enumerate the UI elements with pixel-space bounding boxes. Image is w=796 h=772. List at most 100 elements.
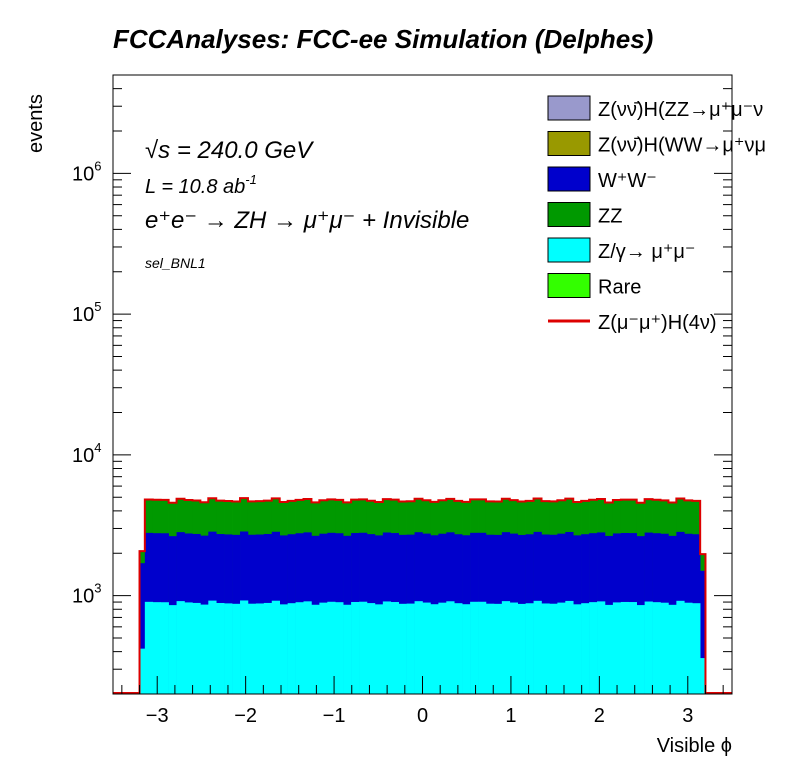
histogram-bin [168,605,177,694]
histogram-bin [597,601,606,694]
histogram-bin [422,602,431,694]
series-z- [139,600,706,694]
legend-swatch [547,237,591,263]
histogram-bin [652,602,661,694]
histogram-bin [359,601,368,694]
y-tick-label: 105 [72,299,101,326]
histogram-bin [335,602,344,694]
legend-swatch [547,95,591,121]
x-axis-label: Visible ϕ [657,735,732,757]
histogram-bin [200,604,209,694]
lumi-exponent: -1 [245,172,257,187]
histogram-bin [438,602,447,694]
legend-swatch [547,131,591,156]
histogram-bin [311,604,320,694]
legend-label: W⁺W⁻ [598,170,657,192]
x-tick-label: 0 [417,705,428,727]
legend-entry: Z(νν̄)H(WW→μ⁺νμ [547,131,766,157]
sqrt-s-symbol: √s [145,137,170,164]
histogram-bin [287,603,296,694]
legend-entry: Z(νν̄)H(ZZ→μ⁺μ⁻ν [547,95,763,121]
legend-label: ZZ [598,206,622,228]
histogram-bin [565,600,574,694]
y-tick-label: 103 [72,581,101,608]
histogram-bin [525,603,534,694]
histogram-bin [668,604,677,694]
histogram-bin [232,603,241,694]
sqrt-s-value: = 240.0 GeV [170,137,314,164]
histogram-bin [327,601,336,694]
y-tick-label: 106 [72,158,101,185]
legend-swatch [547,202,591,227]
histogram-bin [398,603,407,694]
y-tick-labels: 103 104 105 106 [72,158,101,607]
histogram-bin [517,603,526,694]
histogram-bin [604,604,614,694]
histogram-bin [612,602,622,694]
legend-label: Rare [598,277,641,299]
histogram-bin [446,601,455,694]
histogram-bin [470,601,479,694]
process-annotation: e⁺e⁻ → ZH → μ⁺μ⁻ + Invisible [145,207,469,234]
histogram-bin [160,602,169,694]
legend-swatch [547,273,591,298]
histogram-bin [684,602,693,694]
histogram-bin [303,601,312,694]
histogram-bin [644,601,653,694]
histogram-bin [493,603,503,694]
histogram-bars [113,497,732,694]
x-tick-label: 3 [682,705,693,727]
histogram-bin [485,603,495,694]
x-tick-label: −3 [146,705,169,727]
x-tick-label: −2 [234,705,257,727]
histogram-bin [549,603,558,694]
histogram-bin [589,602,598,694]
legend-entry: Rare [547,273,641,299]
histogram-bin [676,600,685,694]
annotation-block: √s = 240.0 GeV L = 10.8 ab-1 e⁺e⁻ → ZH →… [145,137,469,271]
legend: Z(νν̄)H(ZZ→μ⁺μ⁻ν Z(νν̄)H(WW→μ⁺νμ W⁺W⁻ ZZ Z/γ… [547,95,766,334]
histogram-bin [406,603,415,694]
histogram-bin [240,600,249,694]
histogram-bin [271,600,281,694]
legend-entry: Z/γ→ μ⁺μ⁻ [547,237,696,263]
histogram-bin [263,602,273,694]
histogram-bin [430,604,439,694]
histogram-bin [462,604,471,694]
x-tick-label: 1 [505,705,516,727]
histogram-bin [382,601,392,694]
legend-entry: ZZ [547,202,622,228]
lumi-prefix: L = 10.8 ab [145,176,245,198]
histogram-bin [374,604,384,694]
histogram-bin [636,605,645,694]
signal-line [113,497,732,694]
selection-annotation: sel_BNL1 [145,255,206,271]
lumi-annotation: L = 10.8 ab-1 [145,172,257,198]
histogram-bin [208,600,217,694]
histogram-bin [509,602,518,694]
histogram-bin [390,602,400,694]
histogram-bin [573,604,582,694]
histogram-bin [692,603,701,694]
histogram-bin [216,602,225,694]
histogram-bin [295,602,304,694]
histogram-bin [478,601,487,694]
histogram-bin [533,600,542,694]
legend-label: Z(νν̄)H(WW→μ⁺νμ [598,135,766,157]
histogram-bin [139,563,146,694]
histogram-bin [454,603,463,694]
plot-frame [112,74,733,695]
chart-title: FCCAnalyses: FCC-ee Simulation (Delphes) [113,24,653,54]
x-tick-label: 2 [594,705,605,727]
histogram-bin [557,602,566,694]
legend-label: Z(μ⁻μ⁺)H(4ν) [598,312,717,334]
histogram-bin [581,603,590,694]
histogram-bin [144,601,154,694]
y-tick-label: 104 [72,440,101,467]
histogram-bin [152,602,162,694]
histogram-bin [628,602,637,694]
histogram-bin [343,604,352,694]
histogram-bin [700,658,706,694]
histogram-bin [541,603,550,694]
legend-label: Z/γ→ μ⁺μ⁻ [598,241,696,263]
